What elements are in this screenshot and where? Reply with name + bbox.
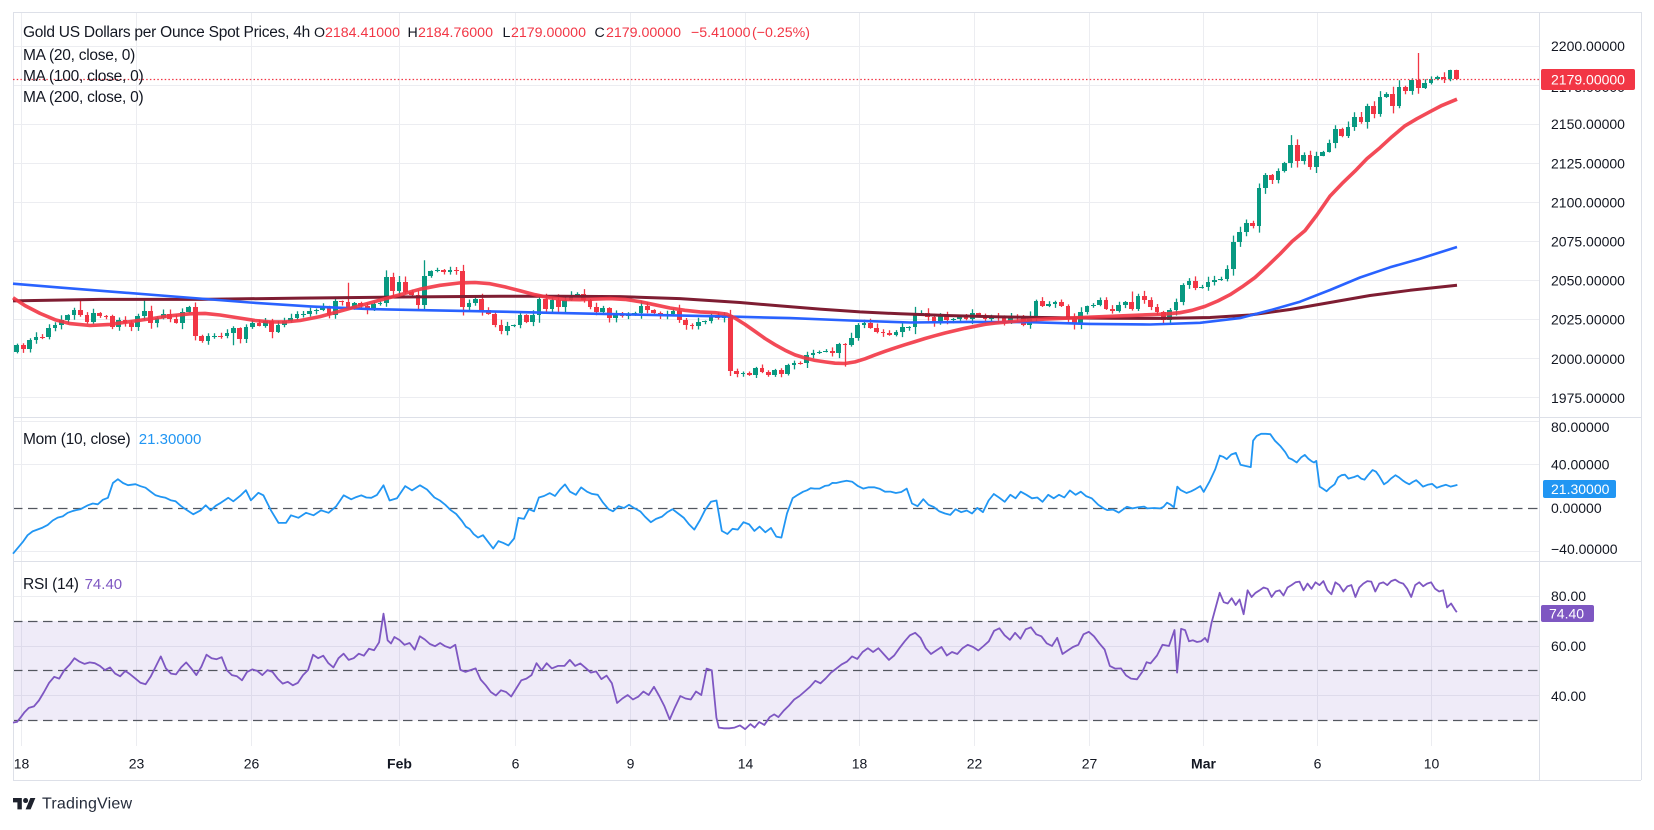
svg-text:10: 10 (1424, 756, 1440, 772)
svg-text:MA (100, close, 0): MA (100, close, 0) (23, 68, 144, 85)
svg-text:C: C (595, 25, 605, 41)
svg-text:74.40: 74.40 (85, 576, 123, 593)
svg-text:(−0.25%): (−0.25%) (752, 25, 810, 41)
svg-text:2025.00000: 2025.00000 (1551, 312, 1625, 328)
svg-text:6: 6 (512, 756, 520, 772)
svg-text:2179.00000: 2179.00000 (606, 25, 681, 41)
svg-text:O: O (314, 25, 325, 41)
svg-text:MA (20, close, 0): MA (20, close, 0) (23, 47, 135, 64)
svg-text:18: 18 (14, 756, 30, 772)
svg-text:2125.00000: 2125.00000 (1551, 155, 1625, 171)
svg-text:18: 18 (852, 756, 868, 772)
svg-text:9: 9 (627, 756, 635, 772)
svg-text:22: 22 (967, 756, 983, 772)
svg-text:H: H (408, 25, 418, 41)
svg-text:TradingView: TradingView (42, 796, 132, 813)
svg-text:27: 27 (1082, 756, 1098, 772)
svg-text:6: 6 (1314, 756, 1322, 772)
svg-text:2100.00000: 2100.00000 (1551, 194, 1625, 210)
svg-text:2000.00000: 2000.00000 (1551, 351, 1625, 367)
svg-text:2050.00000: 2050.00000 (1551, 273, 1625, 289)
svg-text:2184.41000: 2184.41000 (325, 25, 400, 41)
svg-text:Gold US Dollars per Ounce Spot: Gold US Dollars per Ounce Spot Prices, 4… (23, 24, 310, 41)
svg-text:2075.00000: 2075.00000 (1551, 234, 1625, 250)
svg-text:21.30000: 21.30000 (139, 431, 202, 448)
svg-text:Feb: Feb (387, 756, 412, 772)
svg-text:21.30000: 21.30000 (1551, 481, 1610, 497)
svg-text:RSI (14): RSI (14) (23, 576, 79, 593)
svg-text:80.00: 80.00 (1551, 588, 1586, 604)
svg-text:2200.00000: 2200.00000 (1551, 38, 1625, 54)
svg-text:14: 14 (738, 756, 754, 772)
svg-text:0.00000: 0.00000 (1551, 500, 1602, 516)
svg-text:2150.00000: 2150.00000 (1551, 116, 1625, 132)
svg-text:MA (200, close, 0): MA (200, close, 0) (23, 89, 144, 106)
svg-text:2184.76000: 2184.76000 (418, 25, 493, 41)
svg-text:40.00000: 40.00000 (1551, 457, 1610, 473)
svg-text:−5.41000: −5.41000 (691, 25, 751, 41)
svg-text:Mom (10, close): Mom (10, close) (23, 431, 130, 448)
svg-text:2179.00000: 2179.00000 (1551, 72, 1625, 88)
svg-text:Mar: Mar (1191, 756, 1216, 772)
svg-text:80.00000: 80.00000 (1551, 419, 1610, 435)
svg-text:2179.00000: 2179.00000 (511, 25, 586, 41)
svg-text:L: L (503, 25, 511, 41)
svg-text:23: 23 (129, 756, 145, 772)
svg-text:74.40: 74.40 (1549, 606, 1584, 622)
svg-text:26: 26 (244, 756, 260, 772)
svg-text:60.00: 60.00 (1551, 638, 1586, 654)
svg-text:40.00: 40.00 (1551, 688, 1586, 704)
svg-text:−40.00000: −40.00000 (1551, 541, 1618, 557)
svg-text:1975.00000: 1975.00000 (1551, 390, 1625, 406)
